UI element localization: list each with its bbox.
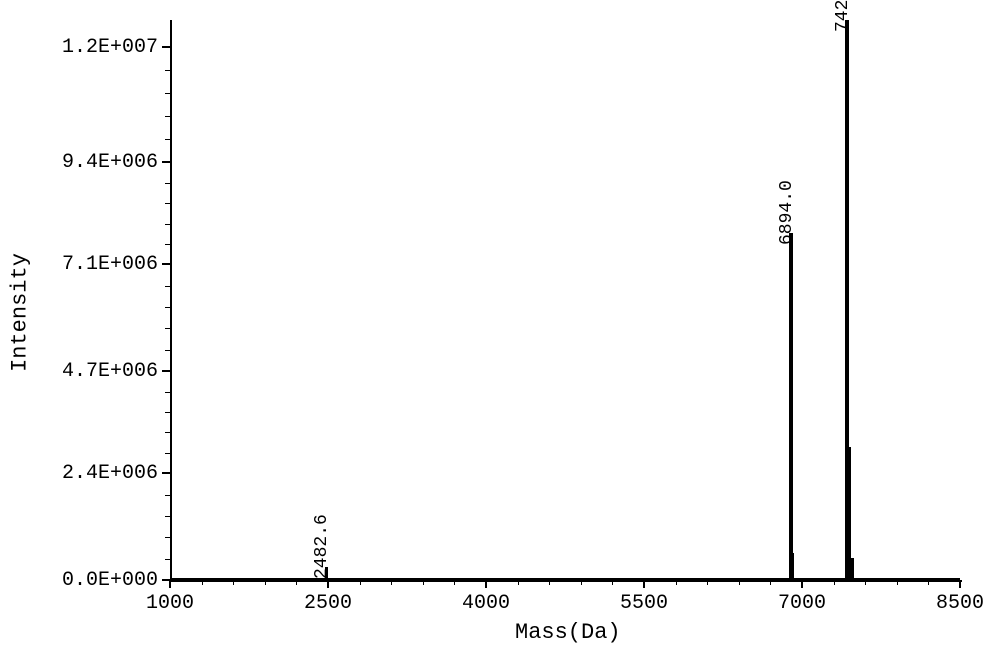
spectrum-peak bbox=[789, 233, 793, 580]
y-minor-tick bbox=[165, 412, 170, 413]
x-minor-tick bbox=[834, 580, 835, 585]
y-minor-tick bbox=[165, 559, 170, 560]
x-tick-label: 4000 bbox=[456, 592, 516, 615]
y-tick-mark bbox=[162, 263, 170, 265]
x-minor-tick bbox=[265, 580, 266, 585]
y-tick-mark bbox=[162, 161, 170, 163]
y-minor-tick bbox=[165, 224, 170, 225]
y-minor-tick bbox=[165, 392, 170, 393]
spectrum-peak bbox=[851, 558, 854, 580]
peak-label: 7422.7 bbox=[833, 0, 853, 32]
y-tick-label: 7.1E+006 bbox=[62, 253, 158, 276]
x-axis-label: Mass(Da) bbox=[515, 620, 621, 645]
x-minor-tick bbox=[202, 580, 203, 585]
y-minor-tick bbox=[165, 183, 170, 184]
y-minor-tick bbox=[165, 350, 170, 351]
x-minor-tick bbox=[454, 580, 455, 585]
x-tick-label: 8500 bbox=[930, 592, 990, 615]
x-minor-tick bbox=[391, 580, 392, 585]
y-minor-tick bbox=[165, 286, 170, 287]
y-axis-label: Intensity bbox=[8, 253, 33, 373]
y-minor-tick bbox=[165, 70, 170, 71]
x-minor-tick bbox=[928, 580, 929, 585]
peak-label: 2482.6 bbox=[312, 514, 332, 579]
x-minor-tick bbox=[423, 580, 424, 585]
x-minor-tick bbox=[233, 580, 234, 585]
x-minor-tick bbox=[296, 580, 297, 585]
y-minor-tick bbox=[165, 244, 170, 245]
x-minor-tick bbox=[549, 580, 550, 585]
x-tick-mark bbox=[485, 580, 487, 588]
y-minor-tick bbox=[165, 516, 170, 517]
spectrum-peak bbox=[791, 553, 794, 580]
y-tick-label: 1.2E+007 bbox=[62, 36, 158, 59]
plot-area bbox=[170, 20, 962, 582]
x-minor-tick bbox=[770, 580, 771, 585]
x-tick-label: 5500 bbox=[614, 592, 674, 615]
x-minor-tick bbox=[676, 580, 677, 585]
y-minor-tick bbox=[165, 139, 170, 140]
y-tick-label: 9.4E+006 bbox=[62, 151, 158, 174]
y-minor-tick bbox=[165, 432, 170, 433]
y-tick-mark bbox=[162, 370, 170, 372]
y-minor-tick bbox=[165, 495, 170, 496]
x-tick-mark bbox=[327, 580, 329, 588]
y-minor-tick bbox=[165, 453, 170, 454]
x-minor-tick bbox=[518, 580, 519, 585]
y-tick-label: 2.4E+006 bbox=[62, 462, 158, 485]
x-tick-mark bbox=[643, 580, 645, 588]
mass-spectrum-chart: Intensity Mass(Da) 0.0E+000 2.4E+006 4.7E+… bbox=[0, 0, 1000, 672]
y-tick-mark bbox=[162, 46, 170, 48]
x-minor-tick bbox=[581, 580, 582, 585]
x-minor-tick bbox=[739, 580, 740, 585]
x-tick-mark bbox=[169, 580, 171, 588]
x-minor-tick bbox=[865, 580, 866, 585]
y-tick-label: 4.7E+006 bbox=[62, 360, 158, 383]
x-tick-label: 7000 bbox=[772, 592, 832, 615]
x-minor-tick bbox=[612, 580, 613, 585]
y-minor-tick bbox=[165, 307, 170, 308]
peak-label: 6894.0 bbox=[777, 181, 797, 246]
x-minor-tick bbox=[707, 580, 708, 585]
x-tick-mark bbox=[959, 580, 961, 588]
y-tick-mark bbox=[162, 472, 170, 474]
x-minor-tick bbox=[360, 580, 361, 585]
x-minor-tick bbox=[897, 580, 898, 585]
x-tick-label: 1000 bbox=[140, 592, 200, 615]
y-minor-tick bbox=[165, 328, 170, 329]
baseline bbox=[170, 578, 960, 580]
y-minor-tick bbox=[165, 537, 170, 538]
y-minor-tick bbox=[165, 93, 170, 94]
y-minor-tick bbox=[165, 203, 170, 204]
y-minor-tick bbox=[165, 116, 170, 117]
x-tick-mark bbox=[801, 580, 803, 588]
x-tick-label: 2500 bbox=[298, 592, 358, 615]
y-tick-label: 0.0E+000 bbox=[62, 569, 158, 592]
